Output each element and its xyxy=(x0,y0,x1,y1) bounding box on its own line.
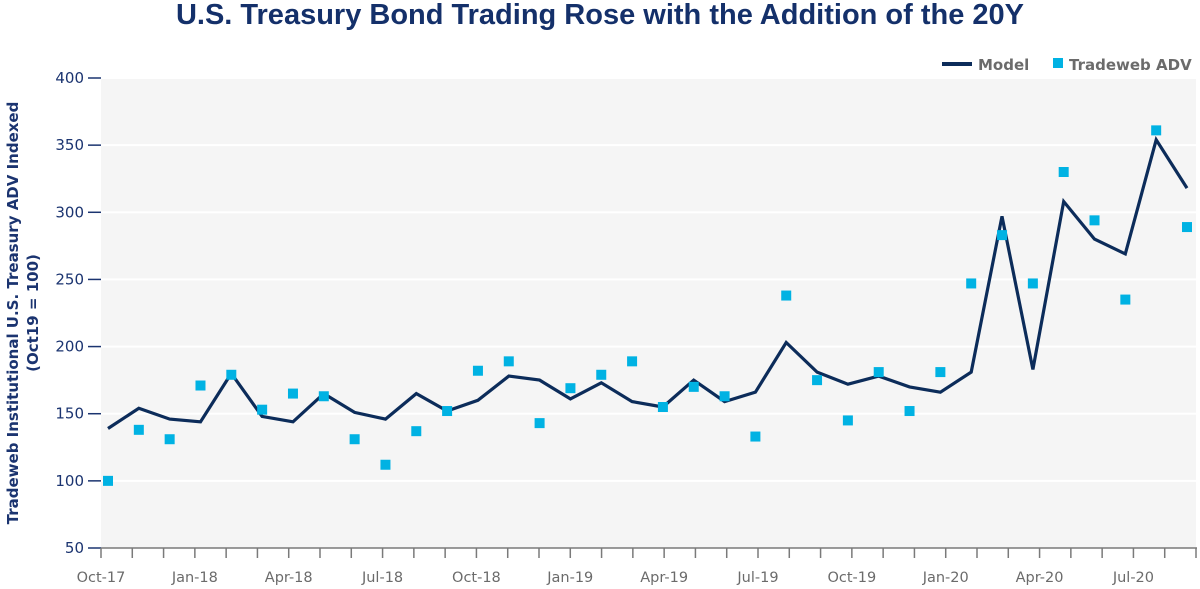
tradeweb-adv-point xyxy=(503,356,514,367)
x-tick-label: Jul-18 xyxy=(361,570,403,586)
y-tick-label: 150 xyxy=(55,405,84,423)
y-tick-label: 100 xyxy=(55,472,84,490)
tradeweb-adv-point xyxy=(719,391,730,402)
tradeweb-adv-point xyxy=(873,367,884,378)
tradeweb-adv-point xyxy=(565,383,576,394)
model-line xyxy=(107,135,1189,430)
x-tick-label: Oct-17 xyxy=(77,570,126,586)
legend-tradeweb-swatch xyxy=(1053,58,1063,68)
legend: Model Tradeweb ADV xyxy=(942,56,1192,74)
series-layer xyxy=(103,125,1192,486)
legend-tradeweb-label: Tradeweb ADV xyxy=(1069,56,1192,74)
y-axis-title-line-1: Tradeweb Institutional U.S. Treasury ADV… xyxy=(4,102,22,525)
y-tick-label: 300 xyxy=(55,203,84,221)
tradeweb-adv-point xyxy=(287,388,298,399)
x-tick-label: Oct-18 xyxy=(452,570,501,586)
tradeweb-adv-point xyxy=(1089,215,1100,226)
plot-background xyxy=(101,78,1196,548)
x-tick-label: Jul-20 xyxy=(1112,570,1154,586)
tradeweb-adv-point xyxy=(442,406,453,417)
y-tick-label: 400 xyxy=(55,69,84,87)
x-axis: Oct-17 Jan-18 Apr-18 Jul-18 Oct-18 Jan-19 Apr-… xyxy=(77,547,1197,586)
tradeweb-adv-point xyxy=(688,381,699,392)
tradeweb-adv-point xyxy=(997,230,1008,241)
tradeweb-adv-point xyxy=(257,404,268,415)
tradeweb-adv-point xyxy=(812,375,823,386)
tradeweb-adv-point xyxy=(318,391,329,402)
x-tick-label: Jul-19 xyxy=(736,570,778,586)
tradeweb-adv-point xyxy=(1151,125,1162,136)
tradeweb-adv-point xyxy=(596,369,607,380)
x-tick-label: Apr-20 xyxy=(1016,570,1064,586)
x-tick-label: Apr-19 xyxy=(640,570,688,586)
y-axis: 50 100 150 200 250 300 350 400 xyxy=(55,69,101,557)
tradeweb-adv-point xyxy=(1182,222,1192,233)
y-axis-title-line-2: (Oct19 = 100) xyxy=(24,254,42,372)
y-tick-label: 350 xyxy=(55,136,84,154)
tradeweb-adv-point xyxy=(380,459,391,470)
y-tick-label: 200 xyxy=(55,338,84,356)
tradeweb-adv-point xyxy=(657,402,668,412)
x-tick-label: Jan-19 xyxy=(546,570,593,586)
tradeweb-adv-point xyxy=(103,475,113,486)
tradeweb-adv-point xyxy=(1058,167,1069,177)
tradeweb-adv-point xyxy=(904,406,915,417)
x-tick-label: Apr-18 xyxy=(265,570,313,586)
chart-title: U.S. Treasury Bond Trading Rose with the… xyxy=(176,0,1024,31)
series-tradeweb-adv-markers xyxy=(103,125,1192,486)
tradeweb-adv-point xyxy=(750,431,761,442)
tradeweb-adv-point xyxy=(133,424,144,435)
series-model xyxy=(107,135,1189,430)
tradeweb-adv-point xyxy=(164,434,175,445)
tradeweb-adv-point xyxy=(935,367,946,378)
tradeweb-adv-point xyxy=(226,369,237,380)
tradeweb-adv-point xyxy=(472,365,483,376)
tradeweb-adv-point xyxy=(627,356,638,367)
tradeweb-adv-point xyxy=(1027,278,1038,289)
x-tick-label: Jan-20 xyxy=(922,570,969,586)
x-tick-label: Jan-18 xyxy=(171,570,218,586)
y-tick-label: 250 xyxy=(55,270,84,288)
tradeweb-adv-point xyxy=(349,434,360,445)
y-axis-title: Tradeweb Institutional U.S. Treasury ADV… xyxy=(4,102,42,525)
tradeweb-adv-point xyxy=(842,415,853,426)
legend-model-label: Model xyxy=(978,56,1029,74)
tradeweb-adv-point xyxy=(534,418,545,429)
tradeweb-adv-point xyxy=(1120,294,1131,305)
tradeweb-adv-point xyxy=(411,426,422,437)
tradeweb-adv-point xyxy=(966,278,977,289)
tradeweb-adv-point xyxy=(195,380,206,391)
x-tick-label: Oct-19 xyxy=(827,570,876,586)
y-tick-label: 50 xyxy=(65,539,84,557)
gridlines xyxy=(101,77,1196,482)
tradeweb-adv-point xyxy=(781,290,792,301)
